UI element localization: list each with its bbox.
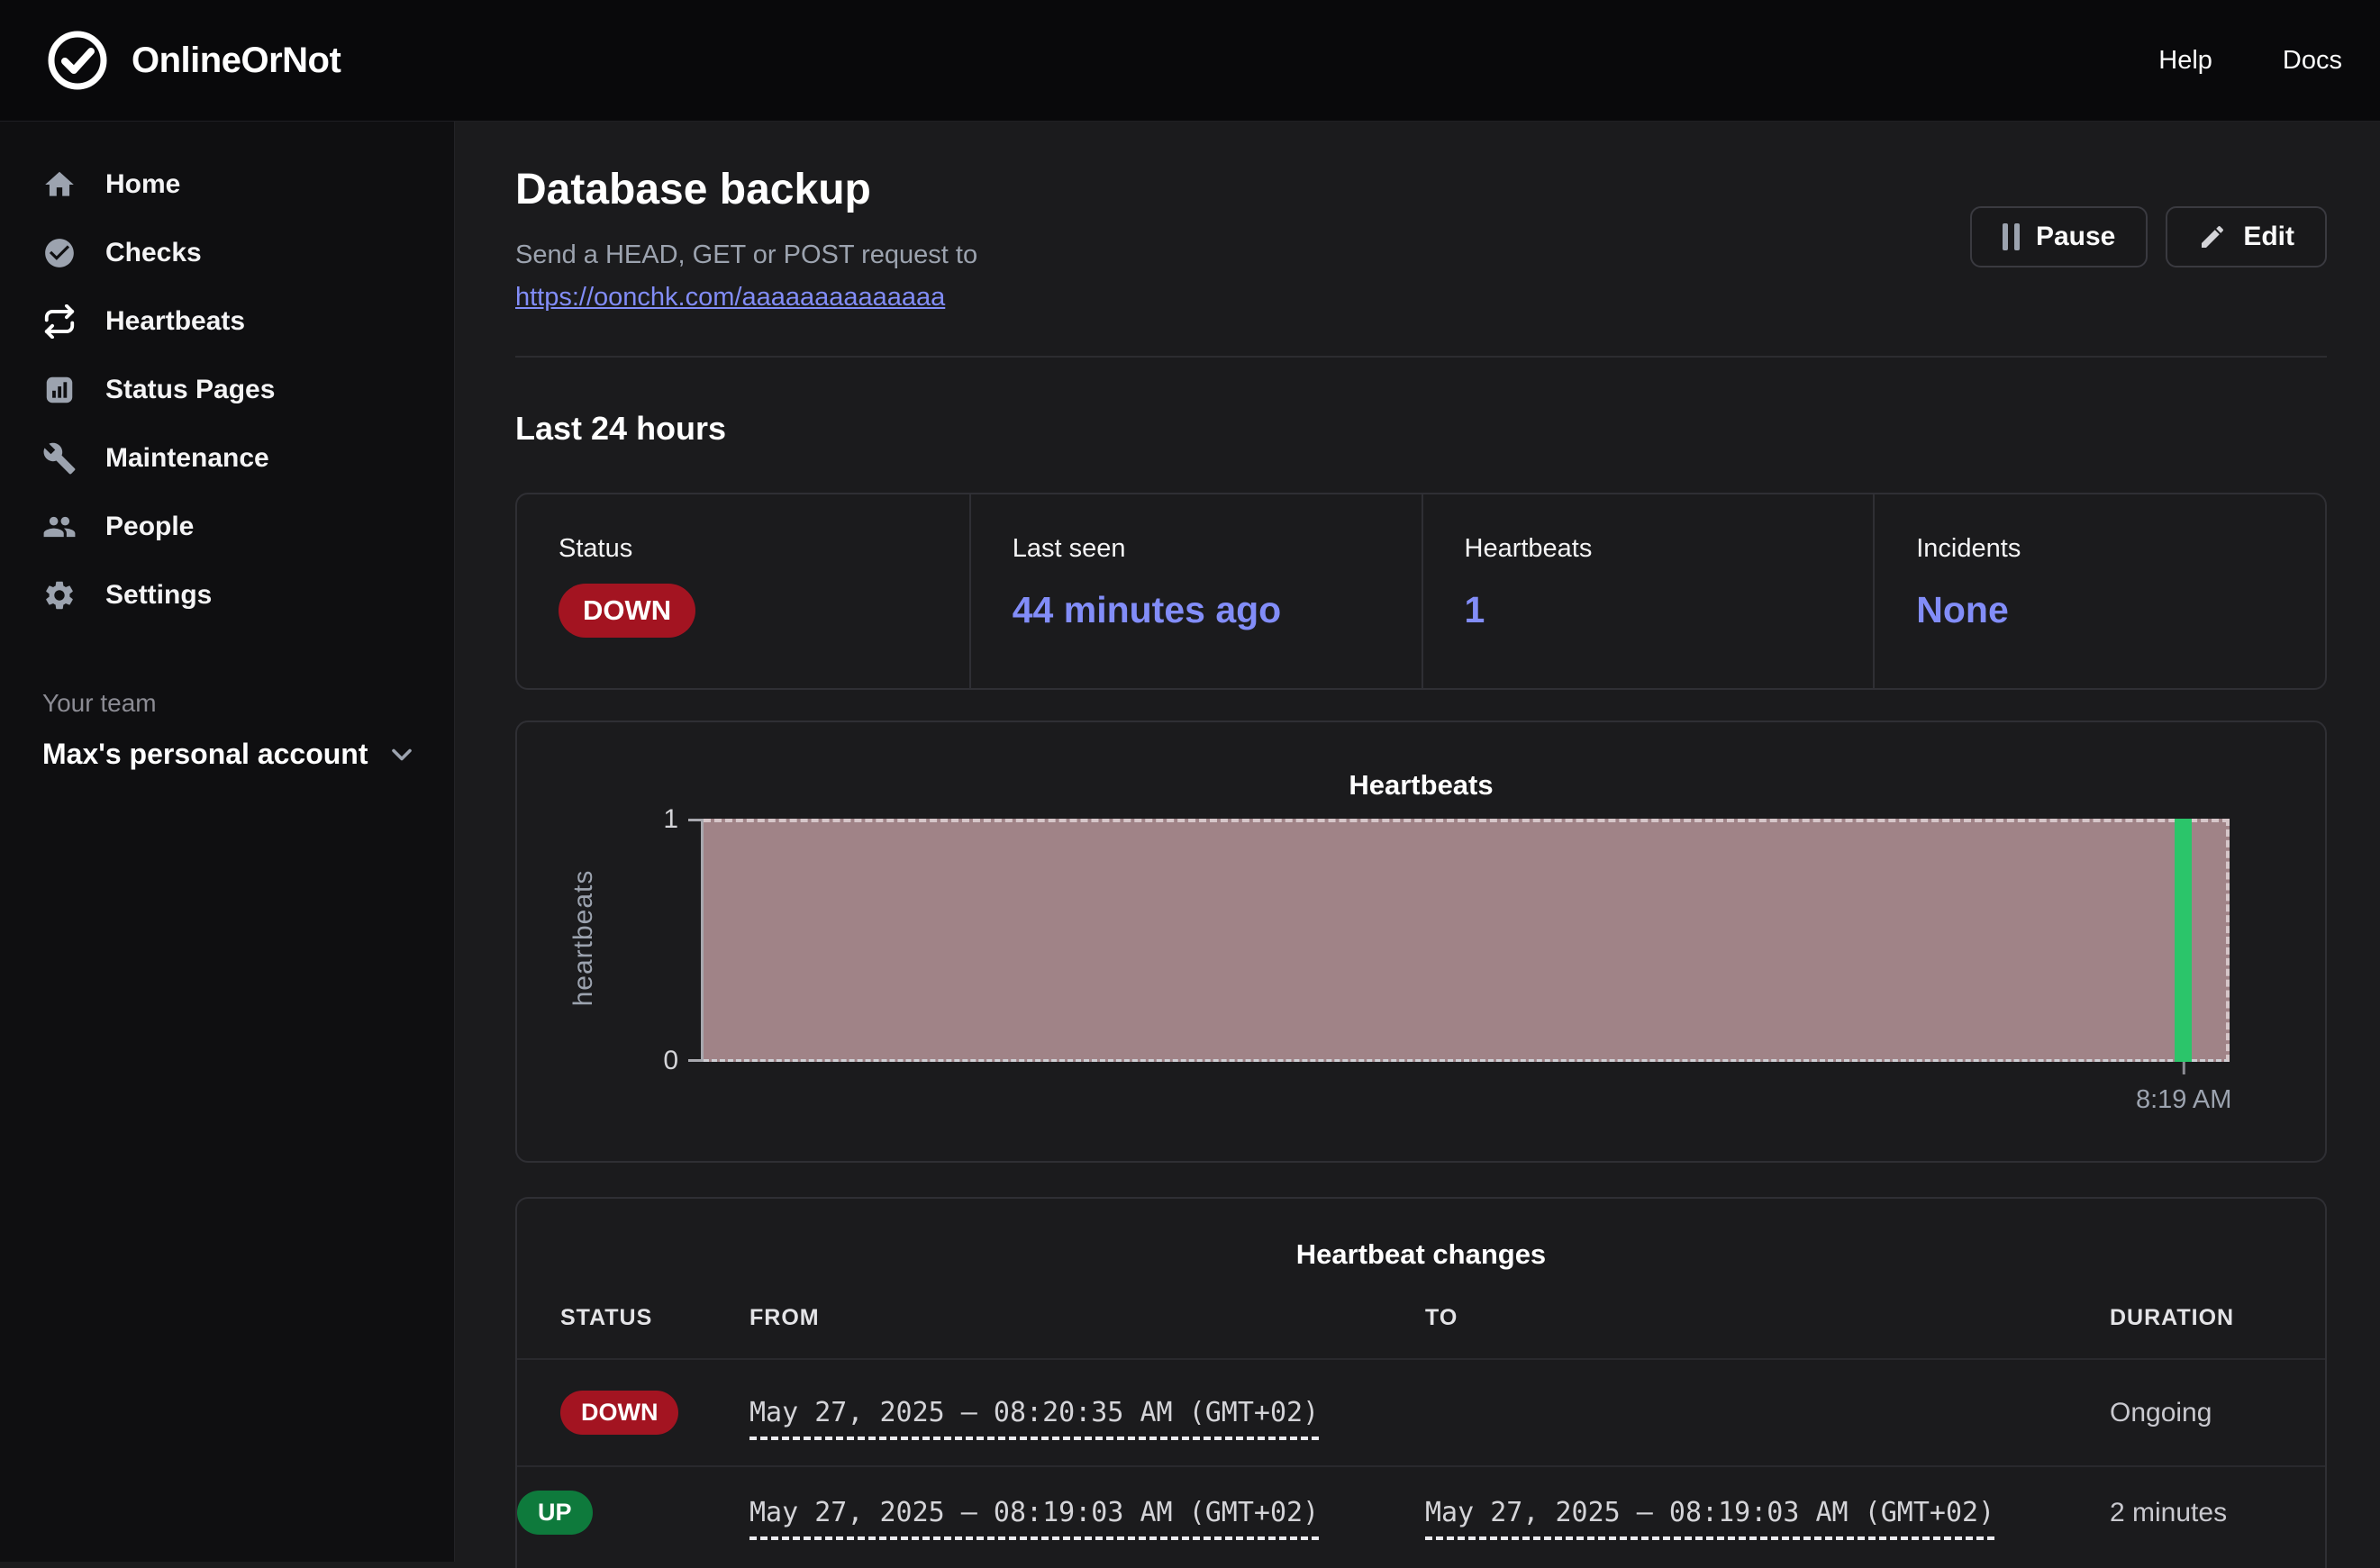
- page-subtitle: Send a HEAD, GET or POST request to: [515, 240, 978, 269]
- col-status: STATUS: [560, 1305, 653, 1330]
- y-tick-1: 1: [663, 804, 678, 834]
- col-to: TO: [1425, 1305, 1458, 1330]
- sidebar-item-label: People: [105, 512, 195, 541]
- stat-incidents: Incidents None: [1873, 494, 2325, 688]
- topnav: Help Docs: [2158, 46, 2342, 76]
- sidebar-item-status-pages[interactable]: Status Pages: [0, 356, 454, 424]
- row-from-date[interactable]: May 27, 2025 – 08:20:35 AM (GMT+02): [749, 1397, 1320, 1440]
- main-content: Database backup Send a HEAD, GET or POST…: [455, 122, 2380, 1568]
- sidebar-item-label: Status Pages: [105, 375, 276, 404]
- edit-button[interactable]: Edit: [2166, 206, 2327, 267]
- team-section-label: Your team: [42, 689, 157, 717]
- repeat-icon: [42, 304, 77, 339]
- sidebar: Home Checks Heartbeats Status Pages: [0, 122, 455, 1562]
- team-name: Max's personal account: [42, 738, 368, 770]
- table-header-row: STATUS FROM TO DURATION: [517, 1305, 2325, 1359]
- stat-value: 44 minutes ago: [1012, 589, 1282, 630]
- table-row: UP May 27, 2025 – 08:19:03 AM (GMT+02) M…: [517, 1465, 2325, 1558]
- col-from: FROM: [749, 1305, 820, 1330]
- brand[interactable]: OnlineOrNot: [45, 28, 341, 93]
- sidebar-item-maintenance[interactable]: Maintenance: [0, 424, 454, 493]
- row-duration: 2 minutes: [2110, 1497, 2228, 1527]
- chart-x-tick-group: 8:19 AM: [2136, 1062, 2231, 1115]
- row-status-badge: DOWN: [560, 1391, 679, 1435]
- col-duration: DURATION: [2110, 1305, 2235, 1330]
- stat-heartbeats: Heartbeats 1: [1421, 494, 1874, 688]
- team-switcher[interactable]: Max's personal account: [0, 738, 454, 771]
- help-link[interactable]: Help: [2158, 45, 2212, 75]
- table-row: DOWN May 27, 2025 – 08:20:35 AM (GMT+02)…: [517, 1358, 2325, 1466]
- section-heading: Last 24 hours: [515, 410, 727, 447]
- stat-value: None: [1916, 589, 2009, 630]
- table-title: Heartbeat changes: [1295, 1238, 1547, 1270]
- x-tick-label: 8:19 AM: [2135, 1085, 2232, 1114]
- divider: [515, 356, 2327, 358]
- chevron-down-icon: [386, 739, 418, 771]
- x-tick-mark: [2182, 1062, 2185, 1074]
- sidebar-item-checks[interactable]: Checks: [0, 219, 454, 287]
- page-actions: Pause Edit: [1969, 206, 2327, 267]
- chart-y-axis-label: heartbeats: [568, 869, 598, 1007]
- sidebar-item-settings[interactable]: Settings: [0, 561, 454, 630]
- brand-logo-icon: [45, 28, 110, 93]
- stat-label: Last seen: [1012, 534, 1126, 563]
- chart-plot-area[interactable]: heartbeats 1 0 8:19 AM: [568, 804, 2231, 1114]
- chart-title: Heartbeats: [1349, 769, 1494, 801]
- heartbeat-url-link[interactable]: https://oonchk.com/aaaaaaaaaaaaaa: [515, 283, 946, 312]
- topbar: OnlineOrNot Help Docs: [0, 0, 2380, 122]
- docs-link[interactable]: Docs: [2282, 45, 2342, 75]
- y-tick-0: 0: [663, 1046, 678, 1075]
- stat-label: Incidents: [1916, 534, 2021, 563]
- row-duration: Ongoing: [2110, 1397, 2212, 1428]
- brand-name: OnlineOrNot: [132, 40, 341, 80]
- sidebar-item-label: Checks: [105, 238, 202, 267]
- gear-icon: [42, 578, 77, 612]
- pause-icon: [2002, 223, 2020, 250]
- heartbeat-changes-table: STATUS FROM TO DURATION DOWN May 27, 202…: [517, 1305, 2325, 1558]
- pause-button[interactable]: Pause: [1969, 206, 2148, 267]
- sidebar-item-heartbeats[interactable]: Heartbeats: [0, 287, 454, 356]
- check-circle-icon: [42, 236, 77, 270]
- heartbeat-changes-card: Heartbeat changes STATUS FROM TO DURATIO…: [515, 1197, 2327, 1568]
- chart-down-area: [704, 819, 2230, 1062]
- bar-chart-icon: [42, 373, 77, 407]
- sidebar-item-home[interactable]: Home: [0, 150, 454, 219]
- stats-row: Status DOWN Last seen 44 minutes ago Hea…: [515, 493, 2327, 690]
- stat-last-seen: Last seen 44 minutes ago: [968, 494, 1422, 688]
- row-status-badge: UP: [517, 1491, 593, 1535]
- sidebar-item-label: Maintenance: [105, 443, 269, 473]
- stat-label: Status: [559, 534, 633, 563]
- sidebar-item-people[interactable]: People: [0, 493, 454, 561]
- chart-up-bar: [2175, 819, 2193, 1062]
- stat-label: Heartbeats: [1464, 534, 1593, 563]
- row-to-date[interactable]: May 27, 2025 – 08:19:03 AM (GMT+02): [1425, 1497, 1995, 1540]
- status-badge: DOWN: [559, 584, 696, 638]
- heartbeats-chart-card: Heartbeats heartbeats 1 0 8:19 AM: [515, 721, 2327, 1163]
- tools-icon: [42, 441, 77, 476]
- stat-status: Status DOWN: [517, 494, 969, 688]
- people-icon: [42, 510, 77, 544]
- sidebar-item-label: Home: [105, 169, 181, 199]
- page-title: Database backup: [515, 166, 871, 213]
- sidebar-item-label: Heartbeats: [105, 306, 246, 336]
- stat-value: 1: [1464, 589, 1485, 630]
- pencil-icon: [2198, 222, 2227, 251]
- sidebar-item-label: Settings: [105, 580, 213, 610]
- home-icon: [42, 168, 77, 202]
- row-from-date[interactable]: May 27, 2025 – 08:19:03 AM (GMT+02): [749, 1497, 1320, 1540]
